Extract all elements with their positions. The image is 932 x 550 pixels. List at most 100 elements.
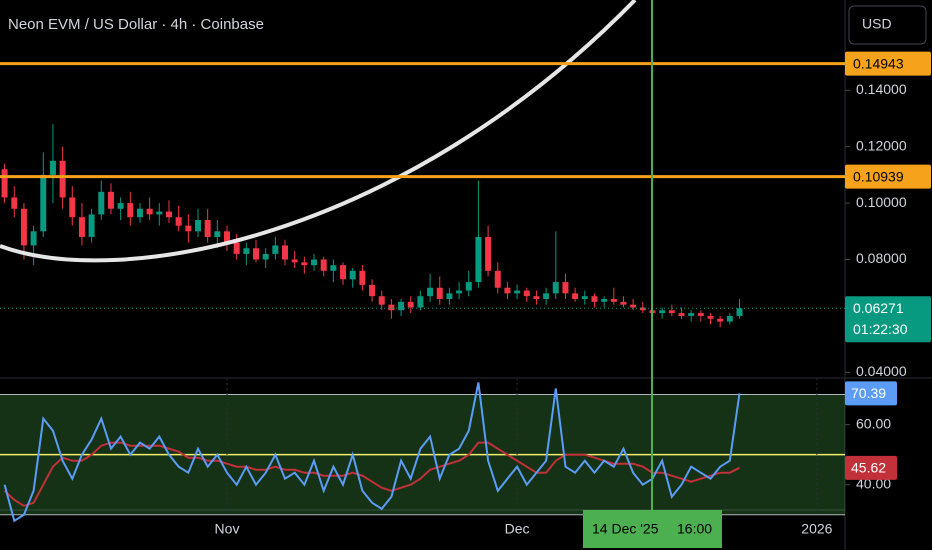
candle-body (552, 282, 559, 294)
candle-body (639, 307, 646, 311)
candle-body (417, 296, 424, 308)
candle-body (688, 313, 695, 316)
crosshair-label-box (583, 510, 722, 548)
rsi-ma-label-box (845, 455, 897, 480)
candle-body (465, 282, 472, 291)
y-tick-label: 0.12000 (856, 137, 907, 153)
candle-body (533, 296, 540, 300)
candle-body (262, 253, 269, 260)
candle-body (156, 211, 163, 215)
candle-body (11, 197, 18, 209)
candle-body (456, 290, 463, 294)
candle-body (369, 284, 376, 297)
x-tick-label: 2026 (801, 521, 832, 537)
candle-body (243, 248, 250, 254)
candle-body (30, 231, 37, 246)
rsi-value-label-box (845, 381, 897, 406)
candle-body (398, 301, 405, 311)
candle-body (224, 231, 230, 243)
candle-body (659, 310, 666, 314)
candle-body (233, 242, 240, 254)
candle-body (272, 245, 279, 254)
candle-body (88, 214, 95, 237)
candle-body (388, 304, 395, 311)
level-label-box (845, 51, 931, 76)
candle-body (107, 191, 114, 209)
candle-body (253, 248, 260, 260)
currency-button[interactable] (848, 5, 927, 45)
candle-body (601, 299, 608, 302)
candle-body (610, 299, 617, 302)
candle-body (572, 293, 579, 300)
candle-body (726, 315, 733, 322)
arc-drawing (0, 0, 637, 263)
x-tick-label: Dec (505, 521, 530, 537)
candle-body (204, 220, 211, 237)
candle-body (485, 236, 492, 271)
candle-body (78, 217, 85, 237)
level-label-box (845, 164, 931, 189)
countdown-label: 01:22:30 (853, 321, 908, 337)
candle-body (630, 304, 637, 308)
candle-body (301, 262, 308, 266)
candle-body (59, 160, 66, 198)
level-label: 0.14943 (853, 55, 904, 71)
candle-body (1, 169, 8, 198)
y-tick-label: 0.04000 (856, 363, 907, 379)
x-tick-label: Nov (215, 521, 240, 537)
candle-body (214, 231, 221, 237)
candle-body (668, 310, 675, 314)
candle-body (69, 197, 76, 218)
last-price-label: 0.06271 (853, 300, 904, 316)
chart-title: Neon EVM / US Dollar · 4h · Coinbase (8, 16, 264, 33)
crosshair-date: 14 Dec '25 (592, 521, 659, 537)
candle-body (320, 259, 327, 271)
candle-body (311, 259, 318, 266)
candle-body (514, 290, 521, 294)
candle-body (562, 282, 569, 294)
candle-body (282, 245, 289, 260)
y-tick-label: 0.10000 (856, 194, 907, 210)
candle-body (127, 203, 134, 218)
candle-body (446, 293, 453, 300)
y-tick-label: 0.08000 (856, 250, 907, 266)
candle-body (340, 265, 347, 280)
candle-body (40, 174, 47, 232)
candle-body (678, 313, 685, 316)
rsi-ma-label: 45.62 (851, 460, 886, 476)
candle-body (136, 208, 143, 218)
candle-body (717, 318, 724, 322)
candle-body (194, 220, 201, 232)
candle-body (291, 259, 298, 263)
candle-body (436, 287, 443, 300)
candle-body (523, 290, 530, 297)
rsi-line (3, 382, 741, 523)
candle-body (49, 160, 56, 175)
candle-body (330, 265, 337, 271)
candle-body (349, 270, 356, 280)
y-tick-label: 0.14000 (856, 81, 907, 97)
candle-body (591, 296, 598, 302)
rsi-value-label: 70.39 (851, 385, 886, 401)
candle-body (427, 287, 434, 297)
candle-body (359, 270, 366, 285)
candle-body (98, 191, 105, 215)
candle-body (543, 293, 550, 300)
candle-body (581, 296, 588, 300)
candle-body (494, 270, 501, 288)
rsi-ma-line (3, 441, 740, 507)
candle-body (378, 296, 385, 305)
candle-body (407, 301, 414, 308)
rsi-y-tick-label: 60.00 (856, 415, 891, 431)
candle-body (504, 287, 511, 294)
currency-label[interactable]: USD (862, 16, 892, 32)
candle-body (175, 217, 182, 226)
candle-body (117, 203, 124, 209)
candle-body (165, 211, 172, 218)
candle-body (736, 308, 743, 316)
candle-body (707, 315, 714, 319)
last-price-box (845, 296, 931, 343)
candle-body (475, 236, 482, 283)
